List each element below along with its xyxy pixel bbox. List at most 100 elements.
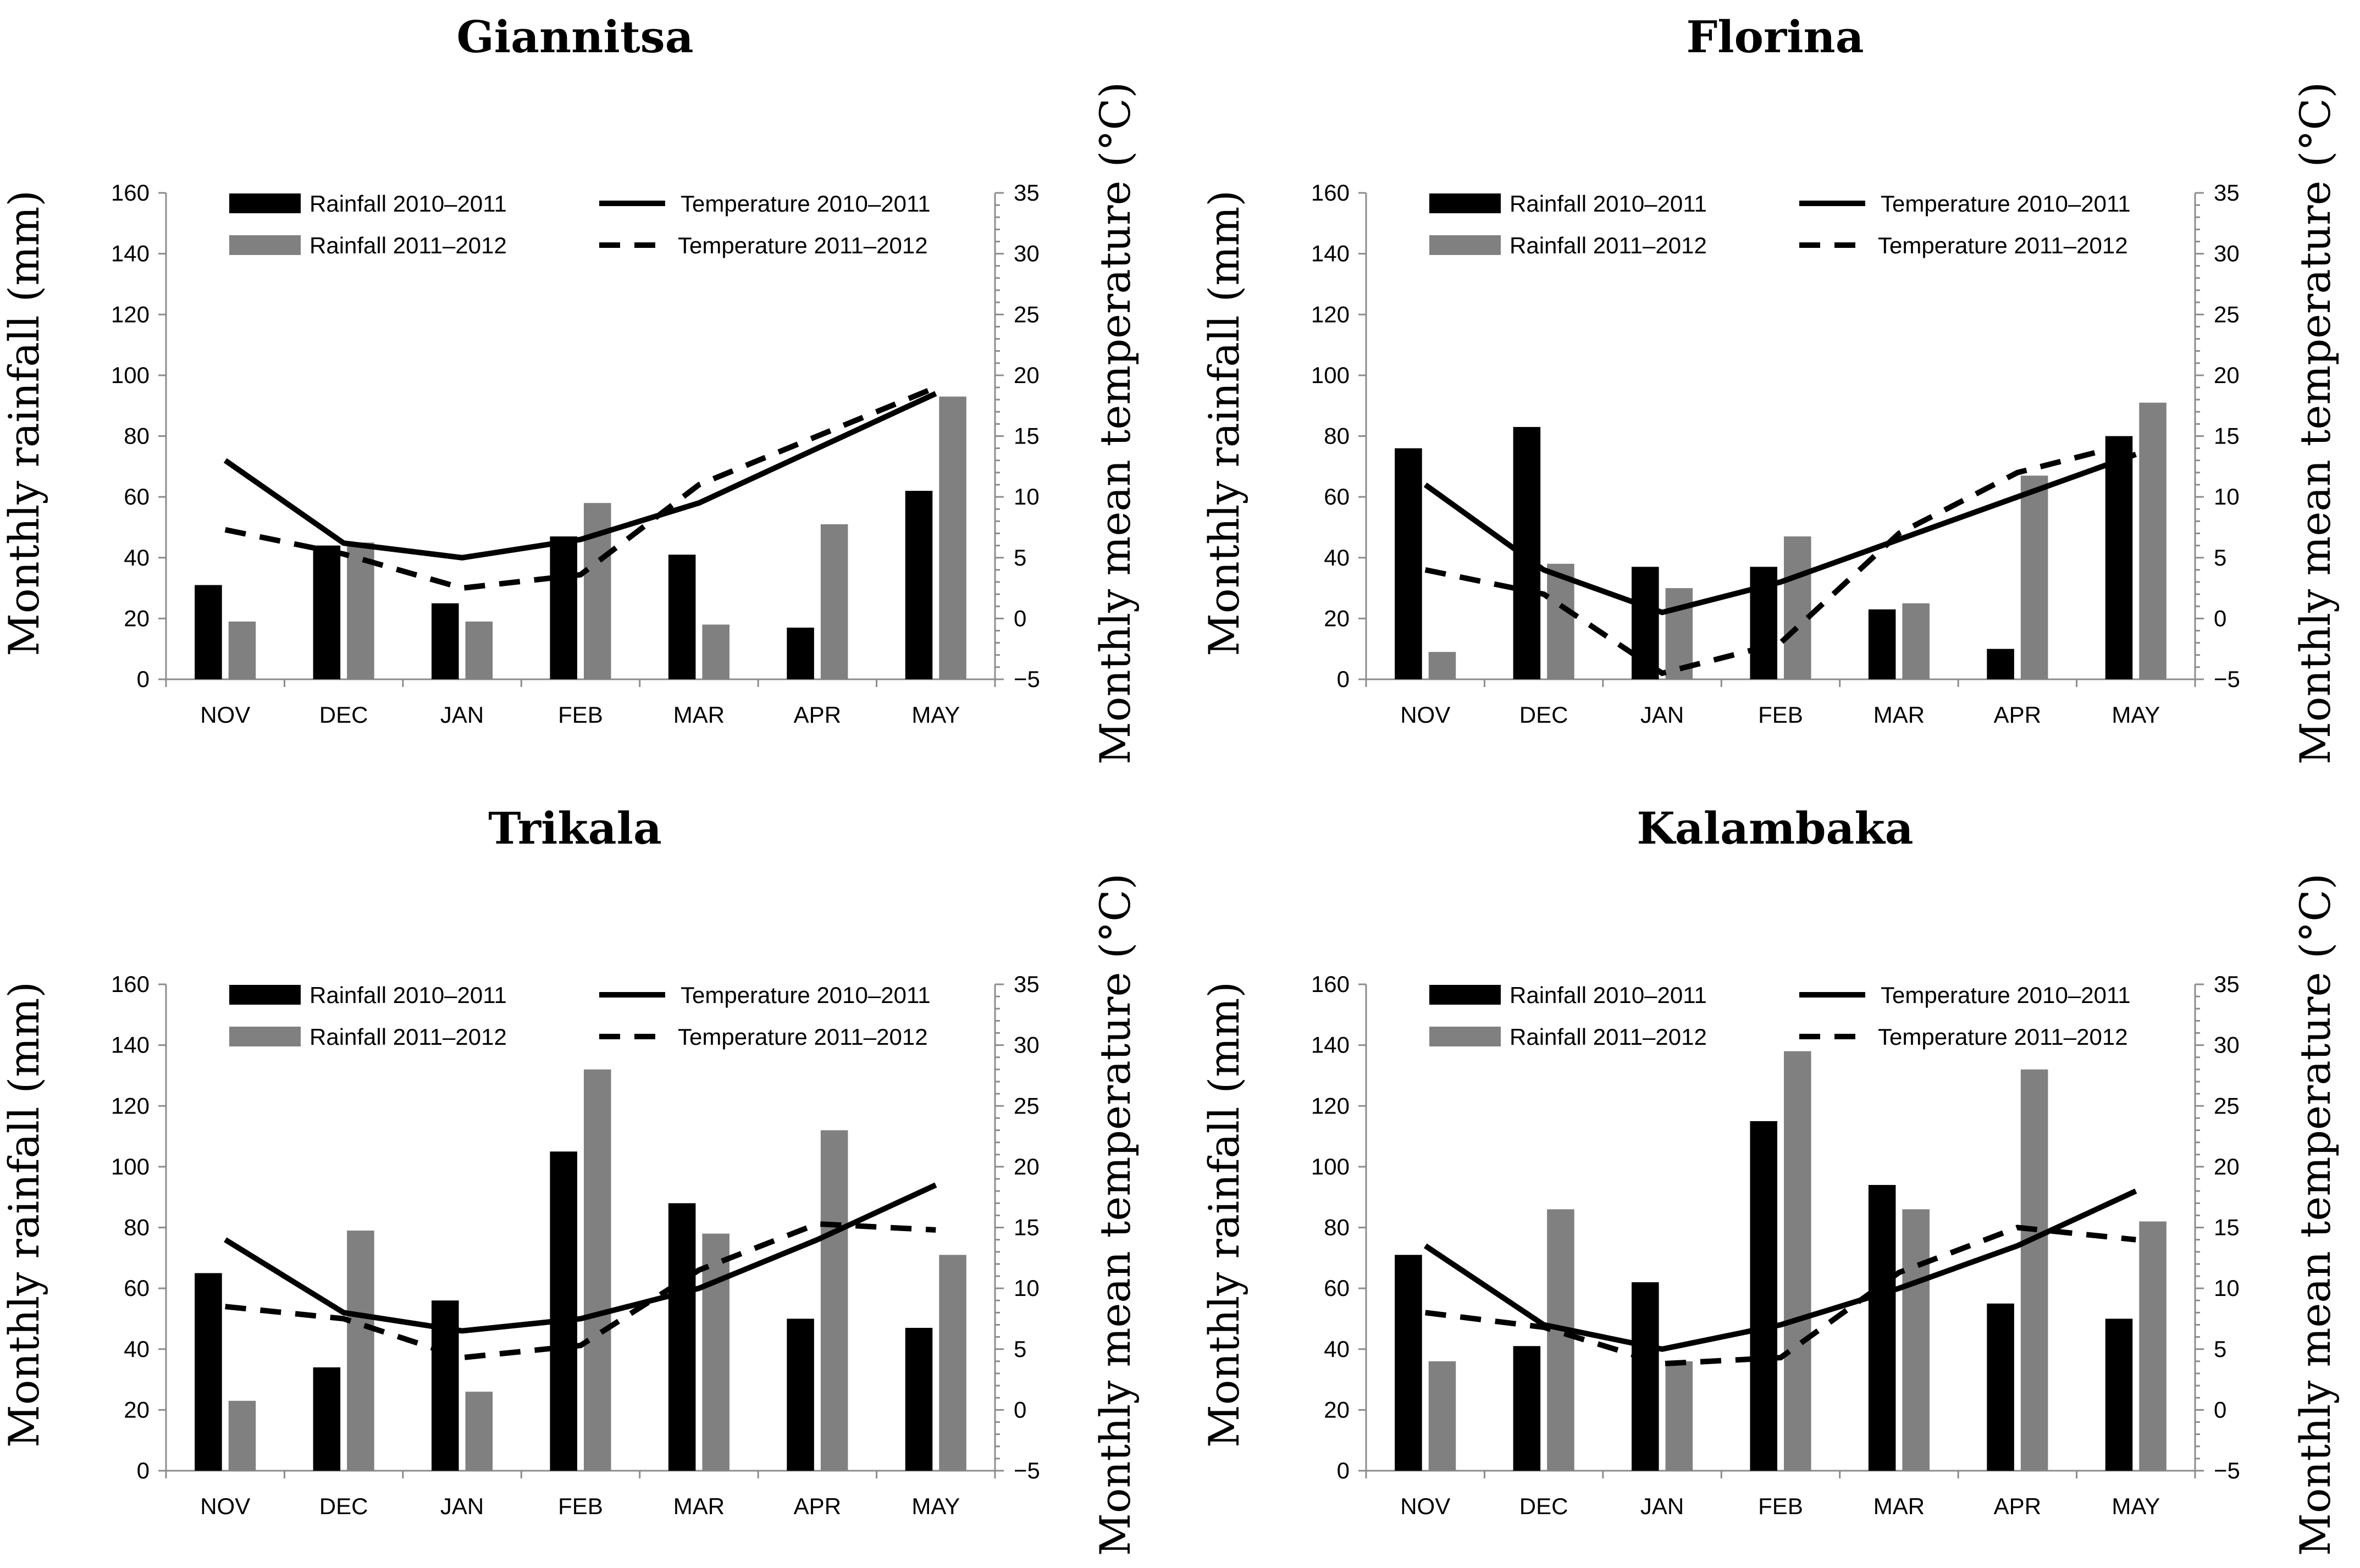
- y-tick-label: 160: [1311, 180, 1350, 206]
- bar-rainfall-2010-2011: [195, 585, 222, 679]
- y-tick-label: 100: [1311, 1154, 1350, 1179]
- y-tick-label: 80: [1324, 423, 1350, 449]
- y-tick-label: 140: [111, 1032, 150, 1058]
- bar-rainfall-2011-2012: [939, 1255, 966, 1471]
- bar-rainfall-2011-2012: [820, 1130, 848, 1471]
- line-temperature-2010-2011: [223, 391, 937, 561]
- bar-rainfall-2010-2011: [905, 1328, 933, 1471]
- x-tick-label: MAY: [2112, 1493, 2160, 1519]
- y-tick-label: 20: [124, 1397, 150, 1422]
- line-temperature-2011-2012: [1424, 439, 2137, 677]
- bar-rainfall-2011-2012: [465, 1392, 493, 1471]
- x-tick-label: NOV: [200, 702, 250, 728]
- legend-label: Temperature 2010–2011: [681, 191, 931, 217]
- y-tick-label: 80: [124, 423, 150, 449]
- y-axis-title: Monthly rainfall (mm): [0, 982, 48, 1448]
- y-tick-label: 60: [1324, 1275, 1350, 1301]
- y2-tick-label: 20: [1014, 1154, 1040, 1179]
- legend-label: Rainfall 2011–2012: [309, 1024, 507, 1050]
- bar-rainfall-2011-2012: [228, 621, 256, 679]
- legend-label: Rainfall 2010–2011: [1510, 982, 1707, 1008]
- bar-rainfall-2010-2011: [1868, 609, 1896, 679]
- bar-rainfall-2010-2011: [787, 627, 814, 679]
- chart-title: Giannitsa: [456, 11, 693, 63]
- chart-title: Florina: [1686, 11, 1864, 63]
- y2-tick-label: 20: [2214, 1154, 2240, 1179]
- bar-rainfall-2010-2011: [1987, 1303, 2014, 1471]
- bar-rainfall-2011-2012: [1428, 652, 1456, 679]
- bar-rainfall-2010-2011: [1513, 1346, 1541, 1471]
- bar-rainfall-2010-2011: [195, 1273, 222, 1471]
- legend-label: Rainfall 2011–2012: [1510, 1024, 1707, 1050]
- legend-swatch-rain-2011: [1429, 235, 1501, 255]
- bar-rainfall-2010-2011: [550, 536, 577, 679]
- legend-swatch-rain-2011: [1429, 1027, 1501, 1046]
- y2-axis-title: Monthly mean temperature (°C): [1091, 82, 1140, 764]
- y-tick-label: 100: [111, 362, 150, 388]
- y2-tick-label: 10: [1014, 484, 1040, 509]
- y2-tick-label: 0: [2214, 1397, 2226, 1422]
- y2-tick-label: 10: [1014, 1275, 1040, 1301]
- bar-rainfall-2011-2012: [702, 1233, 729, 1471]
- y-tick-label: 60: [1324, 484, 1350, 509]
- y2-tick-label: 0: [1014, 1397, 1026, 1422]
- legend-swatch-rain-2010: [229, 985, 301, 1005]
- x-tick-label: MAY: [2112, 702, 2160, 728]
- y2-tick-label: 5: [2214, 1336, 2226, 1362]
- bar-rainfall-2011-2012: [1784, 536, 1811, 679]
- y2-tick-label: 0: [1014, 605, 1026, 631]
- bar-rainfall-2011-2012: [2020, 1069, 2048, 1471]
- legend-label: Temperature 2010–2011: [1881, 191, 2131, 217]
- legend-swatch-rain-2010: [1429, 985, 1501, 1005]
- x-tick-label: DEC: [1519, 702, 1568, 728]
- y2-tick-label: 30: [2214, 241, 2240, 267]
- panel-florina: Florina 0 20 40 60 80 100 120 140 160 −5 0 5 10 15 20 25…: [1200, 11, 2340, 764]
- y-tick-label: 120: [111, 1093, 150, 1118]
- panel-trikala: Trikala 0 20 40 60 80 100 120 140 160 −5 0 5 10 15 20 25…: [0, 802, 1140, 1556]
- y2-tick-label: −5: [2214, 666, 2240, 692]
- x-tick-label: NOV: [1400, 702, 1450, 728]
- y-tick-label: 40: [124, 545, 150, 570]
- bar-rainfall-2011-2012: [2139, 1221, 2166, 1471]
- bar-rainfall-2011-2012: [2139, 402, 2166, 679]
- y2-tick-label: −5: [1014, 1458, 1040, 1483]
- line-temperature-2011-2012: [224, 385, 937, 591]
- y2-tick-label: 5: [2214, 545, 2226, 570]
- bar-rainfall-2010-2011: [1632, 1282, 1659, 1471]
- y2-tick-label: 30: [1014, 1032, 1040, 1058]
- x-tick-label: FEB: [558, 702, 603, 728]
- y2-tick-label: 35: [1014, 180, 1040, 206]
- bar-rainfall-2011-2012: [1902, 603, 1930, 679]
- x-tick-label: JAN: [440, 702, 484, 728]
- bar-rainfall-2010-2011: [1868, 1185, 1896, 1471]
- bar-rainfall-2010-2011: [2105, 1318, 2133, 1471]
- y2-tick-label: 30: [1014, 241, 1040, 267]
- y-tick-label: 120: [1311, 301, 1350, 327]
- x-tick-label: FEB: [1758, 702, 1803, 728]
- bar-rainfall-2010-2011: [1395, 448, 1422, 679]
- y-tick-label: 20: [124, 605, 150, 631]
- legend-swatch-rain-2010: [229, 193, 301, 213]
- x-tick-label: JAN: [440, 1493, 484, 1519]
- y2-tick-label: 10: [2214, 484, 2240, 509]
- bar-rainfall-2010-2011: [2105, 436, 2133, 679]
- y-tick-label: 0: [137, 666, 150, 692]
- bar-rainfall-2010-2011: [1632, 567, 1659, 679]
- line-temperature-2011-2012: [1425, 1225, 2136, 1367]
- bar-rainfall-2011-2012: [1547, 563, 1574, 679]
- x-tick-label: MAR: [673, 702, 725, 728]
- x-tick-label: MAR: [673, 1493, 725, 1519]
- chart-title: Kalambaka: [1637, 802, 1913, 854]
- bar-rainfall-2010-2011: [432, 603, 459, 679]
- y2-tick-label: 15: [2214, 423, 2240, 449]
- line-temperature-2011-2012: [225, 1221, 936, 1361]
- legend-label: Temperature 2011–2012: [1878, 232, 2128, 258]
- legend-label: Temperature 2011–2012: [678, 1024, 928, 1050]
- y2-tick-label: 25: [1014, 1093, 1040, 1118]
- y2-tick-label: 20: [1014, 362, 1040, 388]
- x-tick-label: DEC: [319, 1493, 368, 1519]
- chart-title: Trikala: [488, 802, 662, 854]
- x-tick-label: JAN: [1640, 702, 1684, 728]
- y2-tick-label: 15: [1014, 1215, 1040, 1240]
- y-tick-label: 0: [1337, 1458, 1350, 1483]
